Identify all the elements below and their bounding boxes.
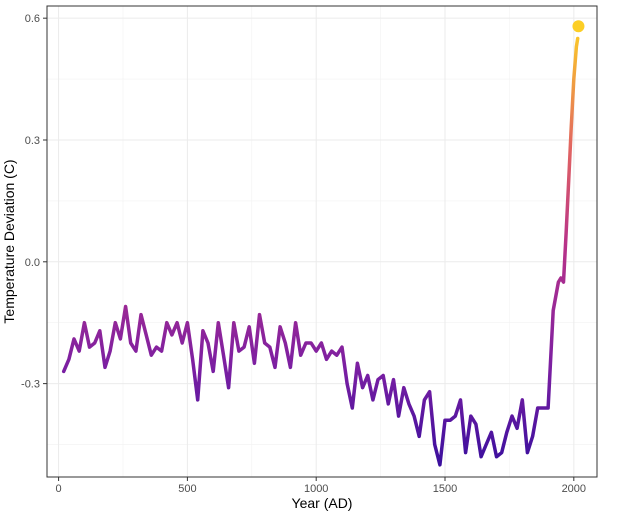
latest-point-marker — [572, 20, 585, 33]
data-series — [61, 20, 585, 467]
x-tick-label: 1000 — [304, 483, 328, 495]
y-tick-label: -0.3 — [21, 379, 40, 391]
x-tick-label: 0 — [56, 483, 62, 495]
y-tick-label: 0.3 — [25, 135, 40, 147]
grid — [47, 6, 597, 477]
x-tick-label: 500 — [178, 483, 196, 495]
plot-panel-border — [46, 5, 598, 478]
y-tick-label: 0.0 — [25, 257, 40, 269]
axis-ticks: 0 500 1000 1500 2000 -0.3 0.0 0.3 0.6 — [21, 13, 586, 495]
y-axis-title: Temperature Deviation (C) — [1, 159, 17, 323]
x-tick-label: 2000 — [562, 483, 586, 495]
x-axis-title: Year (AD) — [292, 495, 353, 511]
x-tick-label: 1500 — [433, 483, 457, 495]
y-tick-label: 0.6 — [25, 13, 40, 25]
temperature-line — [61, 36, 580, 467]
